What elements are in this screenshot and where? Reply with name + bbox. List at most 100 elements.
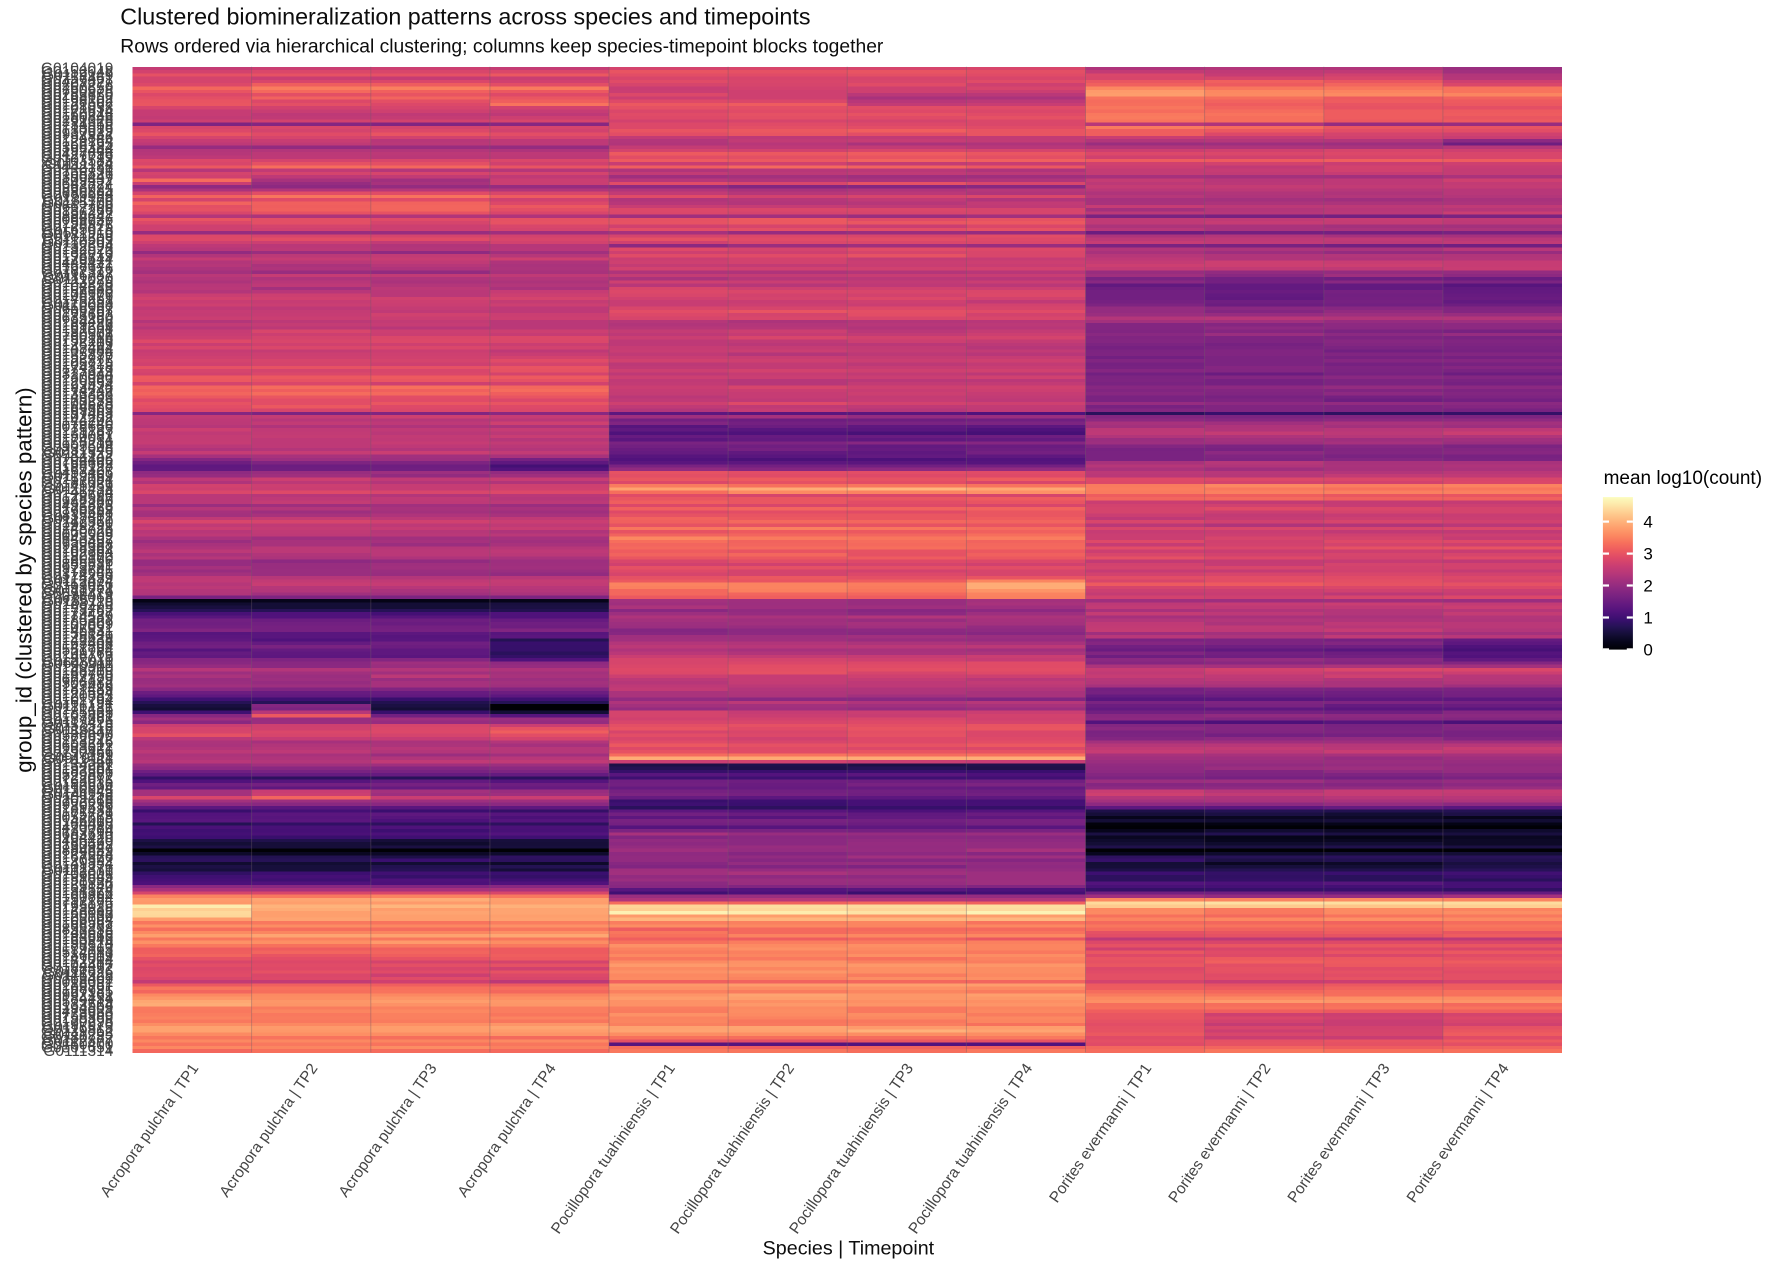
svg-text:G0123770: G0123770 [41, 596, 114, 613]
svg-text:G0132071: G0132071 [41, 323, 113, 340]
svg-text:G0145774: G0145774 [41, 484, 114, 501]
svg-text:G0136141: G0136141 [41, 626, 113, 643]
svg-text:G0165018: G0165018 [41, 222, 113, 239]
svg-text:0: 0 [1643, 641, 1652, 660]
svg-text:G0137266: G0137266 [41, 202, 113, 219]
svg-text:G0089736: G0089736 [41, 212, 113, 229]
svg-text:G0158947: G0158947 [41, 215, 113, 232]
svg-text:G0123419: G0123419 [41, 678, 113, 695]
svg-text:G0120130: G0120130 [41, 908, 114, 925]
svg-text:G0132522: G0132522 [41, 241, 113, 258]
svg-text:G0102202: G0102202 [41, 409, 113, 426]
svg-text:G0129862: G0129862 [41, 1023, 113, 1040]
svg-text:G0722072: G0722072 [41, 770, 113, 787]
svg-text:G0199495: G0199495 [41, 599, 113, 616]
svg-text:G0187750: G0187750 [41, 668, 114, 685]
svg-text:G0146713: G0146713 [41, 649, 113, 666]
svg-text:G0129643: G0129643 [41, 846, 113, 863]
svg-text:G0188392: G0188392 [41, 961, 113, 978]
svg-text:G0511910: G0511910 [42, 225, 114, 242]
svg-text:G0146616: G0146616 [41, 925, 113, 942]
svg-text:G0835481: G0835481 [41, 507, 113, 524]
svg-text:G0127985: G0127985 [41, 984, 113, 1001]
svg-text:G0529887: G0529887 [41, 767, 113, 784]
svg-text:G0166082: G0166082 [41, 905, 113, 922]
svg-text:G0163015: G0163015 [41, 774, 113, 791]
svg-text:G0110203: G0110203 [42, 235, 113, 252]
svg-text:G0107091: G0107091 [41, 619, 113, 636]
svg-text:G0586690: G0586690 [41, 728, 114, 745]
svg-text:Clustered biomineralization pa: Clustered biomineralization patterns acr… [120, 4, 810, 30]
svg-text:G0104417: G0104417 [41, 957, 113, 974]
svg-text:G0195029: G0195029 [41, 898, 113, 915]
svg-text:G0656957: G0656957 [41, 300, 113, 317]
svg-text:G0199291: G0199291 [41, 517, 113, 534]
svg-text:G0178645: G0178645 [41, 563, 113, 580]
svg-text:G0176740: G0176740 [41, 415, 114, 432]
svg-text:G0111774: G0111774 [43, 583, 113, 600]
svg-text:G0132070: G0132070 [41, 245, 114, 262]
svg-text:G0253650: G0253650 [41, 87, 114, 104]
svg-text:G0112509: G0112509 [42, 231, 113, 248]
svg-text:G0496420: G0496420 [41, 833, 114, 850]
svg-text:G0993774: G0993774 [41, 179, 114, 196]
svg-text:G0175269: G0175269 [41, 501, 113, 518]
svg-text:G0551794: G0551794 [41, 642, 114, 659]
svg-text:G0784142: G0784142 [41, 448, 113, 465]
svg-text:G0110694: G0110694 [42, 780, 114, 797]
svg-text:G0194809: G0194809 [41, 1000, 113, 1017]
svg-text:G0579719: G0579719 [41, 994, 113, 1011]
svg-text:G0184860: G0184860 [41, 399, 114, 416]
svg-text:G0100578: G0100578 [41, 396, 113, 413]
svg-text:G0101794: G0101794 [41, 691, 114, 708]
svg-text:G0121594: G0121594 [41, 685, 114, 702]
svg-text:G0662700: G0662700 [41, 199, 114, 216]
svg-text:G0113116: G0113116 [43, 721, 113, 738]
svg-text:G0173693: G0173693 [41, 307, 113, 324]
svg-text:G0150814: G0150814 [41, 934, 114, 951]
svg-text:G0133564: G0133564 [41, 997, 114, 1014]
svg-text:G0183506: G0183506 [41, 764, 113, 781]
svg-text:G0104019: G0104019 [41, 61, 113, 78]
svg-text:group_id (clustered by species: group_id (clustered by species pattern) [12, 387, 37, 772]
svg-text:G0158647: G0158647 [41, 724, 113, 741]
svg-text:G0173427: G0173427 [41, 606, 113, 623]
svg-text:G0149354: G0149354 [41, 856, 114, 873]
svg-text:G0190300: G0190300 [41, 659, 114, 676]
svg-text:G0442188: G0442188 [41, 159, 113, 176]
svg-text:G0111626: G0111626 [43, 964, 113, 981]
svg-text:G0132694: G0132694 [41, 238, 114, 255]
svg-text:G0133328: G0133328 [41, 386, 113, 403]
svg-text:G0163402: G0163402 [41, 971, 113, 988]
svg-text:G0181368: G0181368 [41, 885, 113, 902]
svg-text:G0185323: G0185323 [41, 613, 113, 630]
svg-text:G0158369: G0158369 [41, 1010, 113, 1027]
svg-text:G0194426: G0194426 [41, 314, 113, 331]
svg-text:G0130731: G0130731 [41, 162, 113, 179]
svg-text:G0112474: G0112474 [42, 573, 114, 590]
svg-text:G0149603: G0149603 [41, 389, 113, 406]
svg-text:G0179644: G0179644 [41, 251, 114, 268]
svg-text:G0920238: G0920238 [41, 797, 113, 814]
svg-text:G0193651: G0193651 [41, 580, 113, 597]
svg-text:G0188387: G0188387 [41, 540, 113, 557]
svg-text:G0683610: G0683610 [41, 826, 114, 843]
svg-text:G0884689: G0884689 [41, 843, 113, 860]
svg-text:G0188141: G0188141 [41, 258, 113, 275]
svg-text:G0493873: G0493873 [41, 498, 113, 515]
svg-text:G0103009: G0103009 [41, 865, 113, 882]
svg-text:G0616068: G0616068 [41, 590, 113, 607]
svg-text:G0173253: G0173253 [41, 294, 113, 311]
svg-text:G0109218: G0109218 [41, 790, 113, 807]
svg-text:G0133621: G0133621 [41, 741, 113, 758]
svg-text:G0178387: G0178387 [41, 491, 113, 508]
svg-text:G0175729: G0175729 [41, 806, 113, 823]
svg-text:G0158826: G0158826 [41, 166, 113, 183]
svg-text:G0396384: G0396384 [41, 139, 114, 156]
svg-text:G0127719: G0127719 [41, 149, 113, 166]
svg-text:G0182636: G0182636 [41, 777, 113, 794]
svg-text:G0147894: G0147894 [41, 639, 114, 656]
svg-text:G0120583: G0120583 [41, 688, 113, 705]
svg-text:G0643302: G0643302 [41, 530, 113, 547]
svg-text:G0198152: G0198152 [41, 90, 113, 107]
